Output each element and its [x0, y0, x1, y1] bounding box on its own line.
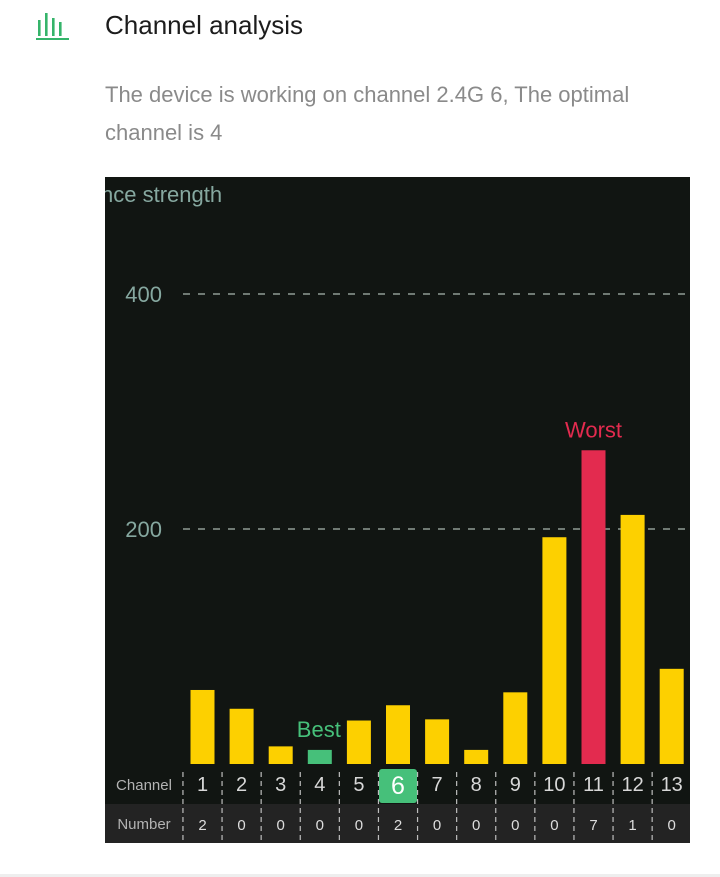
channel-tick-3: 3: [275, 774, 286, 796]
channel-count-11: 7: [589, 817, 597, 834]
number-row-bg: [105, 804, 690, 843]
y-tick-label-400: 400: [125, 282, 162, 307]
channel-tick-6: 6: [391, 772, 405, 800]
current-channel-highlight: [379, 769, 417, 803]
channel-count-13: 0: [668, 817, 676, 834]
section-header: Channel analysis: [0, 0, 720, 60]
channel-tick-1: 1: [197, 774, 208, 796]
best-label: Best: [297, 717, 341, 742]
bar-channel-7: [425, 719, 450, 764]
channel-tick-10: 10: [543, 774, 565, 796]
channel-count-9: 0: [511, 817, 519, 834]
bar-channel-11: [581, 450, 606, 764]
bar-channel-2: [229, 708, 254, 764]
channel-tick-8: 8: [471, 774, 482, 796]
channel-count-1: 2: [198, 817, 206, 834]
bar-chart-icon: [36, 13, 69, 40]
channel-count-8: 0: [472, 817, 480, 834]
channel-tick-13: 13: [661, 774, 683, 796]
bar-channel-10: [542, 537, 567, 764]
bar-channel-13: [659, 668, 684, 764]
channel-status-text: The device is working on channel 2.4G 6,…: [105, 82, 630, 145]
y-tick-label-200: 200: [125, 517, 162, 542]
channel-tick-11: 11: [583, 774, 604, 796]
bar-channel-9: [503, 692, 528, 764]
channel-row-label: Channel: [116, 777, 172, 794]
channel-count-7: 0: [433, 817, 441, 834]
channel-tick-4: 4: [314, 774, 325, 796]
bar-channel-1: [190, 689, 215, 764]
channel-count-6: 2: [394, 817, 402, 834]
bar-channel-4: [307, 749, 332, 764]
divider: [0, 874, 720, 877]
channel-count-4: 0: [316, 817, 324, 834]
channel-tick-2: 2: [236, 774, 247, 796]
channel-count-10: 0: [550, 817, 558, 834]
bar-channel-12: [620, 514, 645, 764]
channel-count-5: 0: [355, 817, 363, 834]
number-row-label: Number: [117, 816, 170, 833]
channel-interference-chart: 200 400 Best Worst Channel Number 1 2 2 0 3 0 4 0 5 0…: [105, 177, 690, 843]
bar-channel-5: [346, 720, 371, 764]
channel-tick-7: 7: [432, 774, 443, 796]
channel-count-12: 1: [628, 817, 636, 834]
bar-channel-6: [386, 705, 410, 764]
channel-tick-12: 12: [621, 774, 643, 796]
channel-tick-5: 5: [353, 774, 364, 796]
section-title: Channel analysis: [105, 10, 304, 40]
worst-label: Worst: [565, 417, 622, 442]
channel-count-3: 0: [277, 817, 285, 834]
channel-count-2: 0: [237, 817, 245, 834]
channel-tick-9: 9: [510, 774, 521, 796]
bar-channel-8: [464, 749, 489, 764]
y-axis-label: nce strength: [105, 182, 222, 207]
bar-channel-3: [268, 746, 293, 764]
